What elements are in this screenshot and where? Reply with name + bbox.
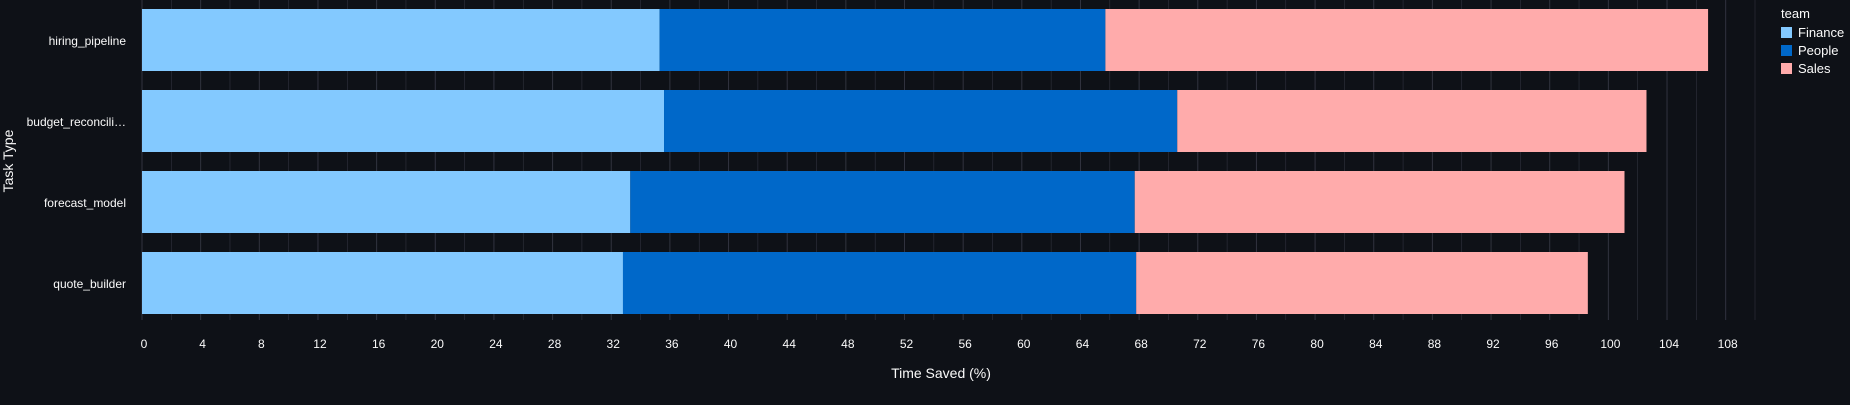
x-tick-label: 40 xyxy=(724,337,738,351)
bar-finance-0 xyxy=(142,9,660,71)
y-tick-labels: hiring_pipeline budget_reconcili… forecast… xyxy=(27,34,127,291)
x-tick-label: 76 xyxy=(1252,337,1266,351)
legend-label-people: People xyxy=(1798,43,1838,58)
x-tick-label: 0 xyxy=(141,337,148,351)
bar-finance-2 xyxy=(142,171,631,233)
bar-sales-2 xyxy=(1134,171,1625,233)
legend-swatch-sales xyxy=(1781,63,1792,74)
bar-sales-1 xyxy=(1177,90,1647,152)
x-tick-label: 12 xyxy=(313,337,327,351)
x-tick-label: 64 xyxy=(1076,337,1090,351)
bar-finance-1 xyxy=(142,90,665,152)
bar-people-3 xyxy=(622,252,1137,314)
x-tick-label: 56 xyxy=(958,337,972,351)
bar-finance-3 xyxy=(142,252,623,314)
x-tick-label: 80 xyxy=(1310,337,1324,351)
legend-items: Finance People Sales xyxy=(1781,25,1844,76)
x-tick-label: 52 xyxy=(900,337,914,351)
bar-people-1 xyxy=(664,90,1178,152)
x-tick-label: 104 xyxy=(1659,337,1679,351)
x-tick-label: 4 xyxy=(199,337,206,351)
x-tick-label: 44 xyxy=(783,337,797,351)
x-tick-label: 68 xyxy=(1134,337,1148,351)
x-tick-label: 84 xyxy=(1369,337,1383,351)
legend-swatch-people xyxy=(1781,45,1792,56)
x-tick-label: 24 xyxy=(489,337,503,351)
x-tick-label: 88 xyxy=(1428,337,1442,351)
y-axis-title: Task Type xyxy=(0,129,16,192)
x-tick-label: 16 xyxy=(372,337,386,351)
bar-sales-0 xyxy=(1105,9,1709,71)
x-tick-labels: 0 4 8 12 16 20 24 28 32 36 40 44 48 52 56 60 64 68 72 76 80 8… xyxy=(141,337,1738,351)
x-tick-label: 8 xyxy=(258,337,265,351)
legend-title: team xyxy=(1781,6,1810,21)
bar-people-0 xyxy=(659,9,1106,71)
y-tick-label: forecast_model xyxy=(44,196,126,210)
legend-label-sales: Sales xyxy=(1798,61,1831,76)
x-tick-label: 36 xyxy=(665,337,679,351)
x-tick-label: 28 xyxy=(548,337,562,351)
legend: team Finance People Sales xyxy=(1781,6,1844,76)
legend-swatch-finance xyxy=(1781,27,1792,38)
x-tick-label: 20 xyxy=(431,337,445,351)
legend-label-finance: Finance xyxy=(1798,25,1844,40)
bars xyxy=(142,9,1709,314)
x-tick-label: 96 xyxy=(1545,337,1559,351)
y-tick-label: quote_builder xyxy=(53,277,126,291)
x-tick-label: 48 xyxy=(841,337,855,351)
y-tick-label: budget_reconcili… xyxy=(27,115,126,129)
x-tick-label: 108 xyxy=(1718,337,1738,351)
x-tick-label: 100 xyxy=(1600,337,1620,351)
x-tick-label: 92 xyxy=(1486,337,1500,351)
x-tick-label: 72 xyxy=(1193,337,1207,351)
bar-sales-3 xyxy=(1136,252,1588,314)
bar-people-2 xyxy=(630,171,1135,233)
y-tick-label: hiring_pipeline xyxy=(49,34,127,48)
x-tick-label: 60 xyxy=(1017,337,1031,351)
x-axis-title: Time Saved (%) xyxy=(891,365,991,381)
x-tick-label: 32 xyxy=(607,337,621,351)
